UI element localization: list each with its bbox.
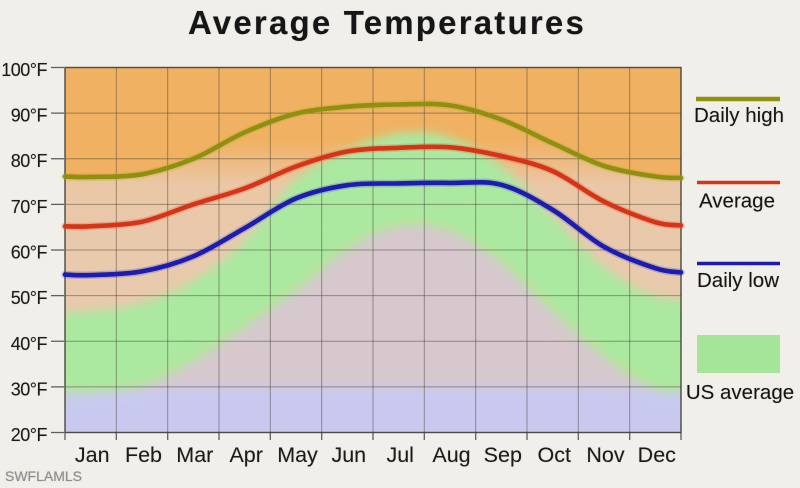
svg-text:60°F: 60°F (11, 243, 48, 263)
svg-text:Jun: Jun (331, 443, 366, 467)
svg-text:30°F: 30°F (11, 379, 48, 399)
svg-text:Average Temperatures: Average Temperatures (188, 4, 586, 41)
svg-text:Aug: Aug (432, 443, 470, 467)
svg-text:SWFLAMLS: SWFLAMLS (5, 468, 82, 484)
svg-text:Nov: Nov (586, 443, 624, 467)
svg-text:Sep: Sep (484, 443, 522, 467)
svg-text:Feb: Feb (125, 443, 162, 467)
svg-text:100°F: 100°F (1, 60, 47, 80)
svg-text:May: May (277, 443, 318, 467)
svg-text:Apr: Apr (229, 443, 262, 467)
svg-text:Oct: Oct (537, 443, 570, 467)
svg-text:Jan: Jan (75, 443, 110, 467)
svg-text:Daily high: Daily high (694, 104, 784, 127)
svg-text:Dec: Dec (638, 443, 676, 467)
svg-text:50°F: 50°F (11, 288, 48, 308)
svg-text:40°F: 40°F (11, 334, 48, 354)
svg-text:80°F: 80°F (11, 151, 48, 171)
svg-text:Average: Average (699, 190, 775, 213)
svg-text:90°F: 90°F (11, 106, 48, 126)
svg-text:Mar: Mar (176, 443, 213, 467)
svg-text:20°F: 20°F (11, 425, 48, 445)
svg-text:70°F: 70°F (11, 197, 48, 217)
svg-text:Jul: Jul (386, 443, 413, 467)
svg-text:US average: US average (686, 381, 794, 404)
svg-text:Daily low: Daily low (697, 269, 779, 292)
